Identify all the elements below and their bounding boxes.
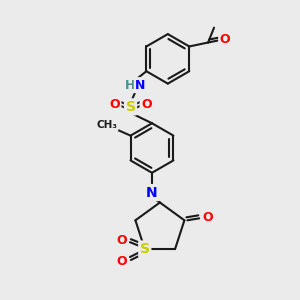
Text: O: O — [220, 33, 230, 46]
Text: N: N — [135, 79, 146, 92]
Text: O: O — [202, 211, 212, 224]
Text: O: O — [117, 256, 127, 268]
Text: S: S — [140, 242, 150, 256]
Text: CH₃: CH₃ — [96, 120, 117, 130]
Text: S: S — [125, 100, 136, 114]
Text: H: H — [125, 79, 136, 92]
Text: N: N — [146, 186, 158, 200]
Text: O: O — [117, 234, 127, 247]
Text: O: O — [141, 98, 152, 111]
Text: O: O — [110, 98, 120, 111]
